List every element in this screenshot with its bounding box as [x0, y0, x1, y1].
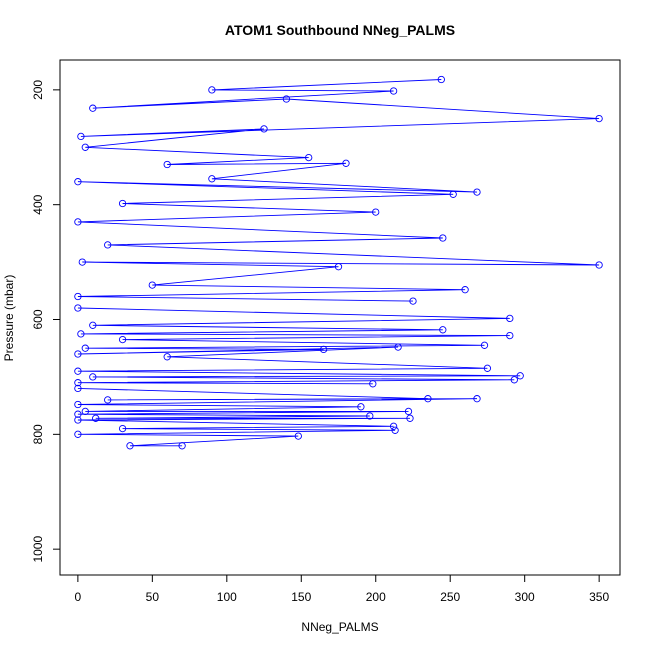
x-tick-label: 250: [440, 590, 460, 604]
data-point: [208, 175, 216, 183]
data-point: [74, 367, 82, 375]
data-point: [391, 426, 399, 434]
x-tick-label: 200: [366, 590, 386, 604]
data-point: [506, 331, 514, 340]
chart-title: ATOM1 Southbound NNeg_PALMS: [225, 22, 455, 38]
y-tick-label: 400: [31, 194, 45, 214]
data-point: [89, 373, 97, 381]
data-point: [282, 95, 291, 103]
data-point: [74, 400, 82, 409]
data-point: [118, 335, 127, 344]
data-point: [74, 178, 82, 186]
data-point: [126, 442, 134, 450]
data-point: [294, 432, 302, 440]
x-tick-label: 100: [217, 590, 237, 604]
data-point: [409, 297, 417, 305]
data-point: [81, 407, 89, 416]
data-point: [104, 241, 112, 249]
data-point: [163, 160, 171, 169]
plot-frame: [59, 59, 621, 576]
data-point: [404, 407, 413, 416]
data-point: [334, 263, 343, 271]
data-point: [74, 410, 82, 418]
data-point: [178, 442, 186, 450]
data-point: [369, 380, 377, 388]
data-point: [389, 87, 398, 95]
y-tick-label: 1000: [31, 536, 45, 563]
data-point: [74, 430, 82, 438]
data-point: [461, 286, 469, 294]
data-point: [357, 403, 365, 411]
data-point: [439, 234, 447, 242]
data-point: [118, 199, 127, 208]
data-point: [449, 190, 457, 198]
data-point: [208, 86, 216, 94]
data-point: [372, 208, 380, 216]
data-point: [342, 159, 350, 167]
data-point: [92, 414, 100, 422]
data-point: [366, 412, 374, 420]
data-point: [78, 258, 86, 266]
series-line-1: [77, 307, 521, 385]
x-axis-label: NNeg_PALMS: [301, 620, 378, 634]
data-point: [74, 384, 82, 393]
y-tick-label: 200: [31, 80, 45, 100]
data-point: [163, 353, 171, 361]
data-point: [406, 414, 414, 422]
data-point: [480, 341, 489, 349]
data-point: [81, 143, 89, 151]
data-point: [104, 396, 112, 404]
data-point: [118, 424, 127, 433]
data-point: [595, 261, 603, 269]
data-point: [516, 372, 524, 380]
data-point: [77, 132, 85, 141]
y-tick-label: 600: [31, 309, 45, 329]
data-point: [437, 75, 445, 84]
x-tick-label: 0: [75, 590, 82, 604]
data-point: [510, 376, 518, 384]
data-point: [389, 422, 398, 430]
data-point: [483, 364, 492, 372]
x-tick-label: 300: [515, 590, 535, 604]
x-tick-label: 50: [146, 590, 160, 604]
series-line-2: [77, 387, 478, 447]
data-point: [506, 314, 514, 323]
data-point: [305, 153, 313, 162]
y-axis: 200 400 600 800 1000: [31, 80, 61, 563]
data-point: [473, 395, 481, 403]
y-tick-label: 800: [31, 424, 45, 444]
data-point: [74, 292, 82, 301]
data-point: [74, 416, 82, 424]
data-point: [74, 350, 82, 358]
x-tick-label: 350: [589, 590, 609, 604]
data-point: [424, 395, 432, 403]
data-point: [77, 330, 85, 338]
data-point: [473, 188, 481, 196]
data-point: [81, 344, 89, 352]
data-point: [89, 321, 97, 329]
data-point: [394, 343, 402, 351]
data-point: [74, 218, 82, 226]
plot-area: [74, 75, 603, 450]
data-point: [439, 326, 447, 334]
data-point: [260, 125, 268, 133]
x-tick-label: 150: [291, 590, 311, 604]
data-point: [319, 345, 328, 354]
data-point: [595, 114, 603, 123]
data-point: [148, 281, 156, 289]
data-point: [89, 104, 97, 112]
data-point: [74, 304, 82, 312]
series-line-0: [77, 79, 600, 302]
y-axis-label: Pressure (mbar): [2, 275, 16, 362]
data-point: [74, 379, 82, 387]
x-axis: 0 50 100 150 200 250 300 350: [75, 574, 609, 604]
